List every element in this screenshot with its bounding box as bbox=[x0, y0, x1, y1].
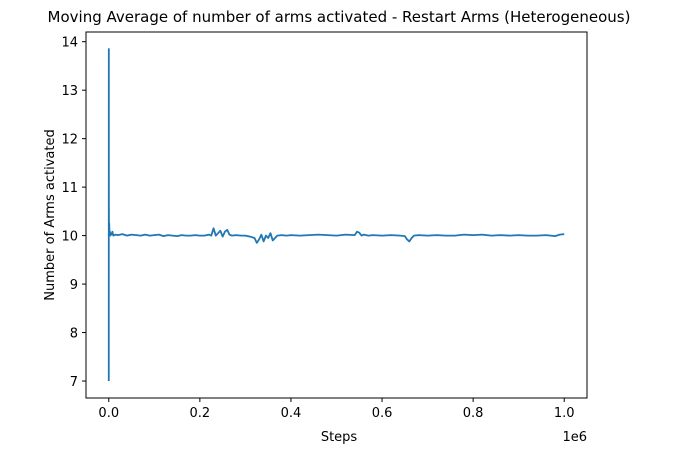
series-line-0 bbox=[107, 48, 565, 382]
x-axis-label: Steps bbox=[321, 430, 358, 445]
y-axis-label: Number of Arms activated bbox=[43, 129, 58, 300]
x-tick-label: 0.6 bbox=[372, 406, 393, 421]
x-tick-label: 0.0 bbox=[98, 406, 119, 421]
y-tick-label: 12 bbox=[61, 133, 78, 148]
y-tick-label: 11 bbox=[61, 181, 78, 196]
y-tick-label: 13 bbox=[61, 84, 78, 99]
y-tick-label: 9 bbox=[70, 278, 78, 293]
x-tick-label: 1.0 bbox=[554, 406, 575, 421]
plot-area-frame bbox=[85, 31, 588, 399]
x-axis-offset-label: 1e6 bbox=[562, 430, 587, 445]
y-tick-label: 10 bbox=[61, 230, 78, 245]
x-tick-label: 0.4 bbox=[281, 406, 302, 421]
y-tick-label: 7 bbox=[70, 375, 78, 390]
y-tick-label: 14 bbox=[61, 36, 78, 51]
x-tick-label: 0.2 bbox=[190, 406, 211, 421]
chart-title: Moving Average of number of arms activat… bbox=[48, 8, 631, 26]
y-tick-label: 8 bbox=[70, 327, 78, 342]
x-tick-label: 0.8 bbox=[463, 406, 484, 421]
